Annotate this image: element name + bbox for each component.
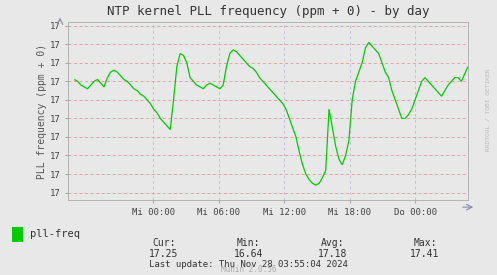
Y-axis label: PLL frequency (ppm + 0): PLL frequency (ppm + 0) (37, 43, 47, 178)
Text: Min:: Min: (237, 238, 260, 248)
Text: 17.25: 17.25 (149, 249, 179, 259)
Text: 17.18: 17.18 (318, 249, 348, 259)
Text: pll-freq: pll-freq (30, 229, 80, 239)
Text: RRDTOOL / TOBI OETIKER: RRDTOOL / TOBI OETIKER (486, 69, 491, 151)
Text: Avg:: Avg: (321, 238, 345, 248)
Text: Cur:: Cur: (152, 238, 176, 248)
Text: 17.41: 17.41 (410, 249, 440, 259)
Text: Last update: Thu Nov 28 03:55:04 2024: Last update: Thu Nov 28 03:55:04 2024 (149, 260, 348, 269)
Text: 16.64: 16.64 (234, 249, 263, 259)
Title: NTP kernel PLL frequency (ppm + 0) - by day: NTP kernel PLL frequency (ppm + 0) - by … (107, 5, 429, 18)
Text: Munin 2.0.56: Munin 2.0.56 (221, 265, 276, 274)
Text: Max:: Max: (413, 238, 437, 248)
